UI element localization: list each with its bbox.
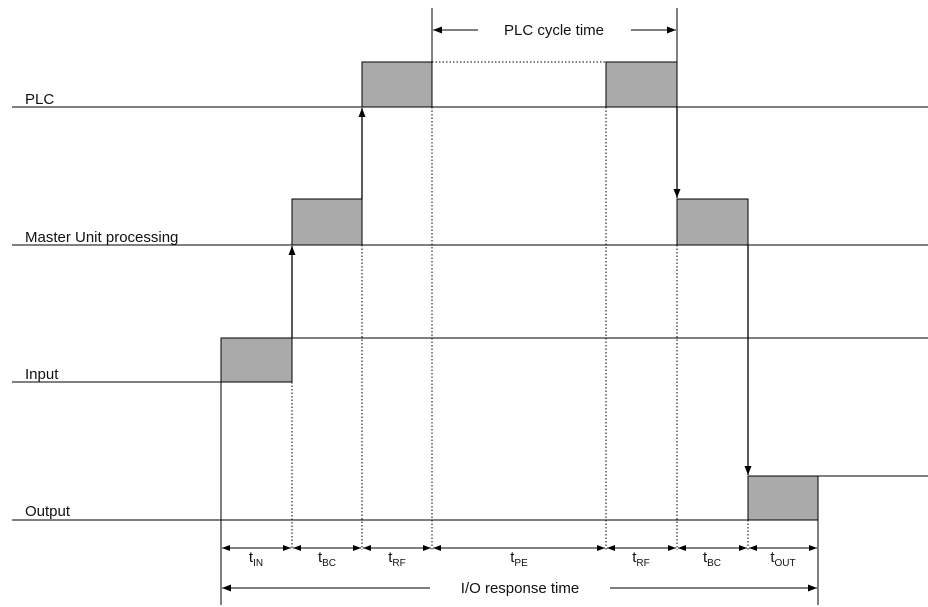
segment-label-t-in: tIN bbox=[248, 549, 264, 569]
row-label-input: Input bbox=[25, 366, 59, 383]
plc-block-1 bbox=[361, 61, 433, 108]
segment-label-t-pe: tPE bbox=[510, 549, 528, 569]
segment-label-t-bc: tBC bbox=[317, 549, 337, 569]
plc-block-2 bbox=[605, 61, 678, 108]
io-response-time-label: I/O response time bbox=[454, 581, 586, 596]
plc-cycle-time-label: PLC cycle time bbox=[497, 23, 611, 38]
row-label-master-unit: Master Unit processing bbox=[25, 229, 179, 246]
segment-label-t-out: tOUT bbox=[770, 549, 796, 569]
row-label-output: Output bbox=[25, 503, 71, 520]
segment-label-t-rf-2: tRF bbox=[632, 549, 650, 569]
segment-label-t-rf: tRF bbox=[388, 549, 406, 569]
master-block-1 bbox=[291, 198, 363, 246]
output-block bbox=[747, 475, 819, 521]
segment-label-t-bc-2: tBC bbox=[702, 549, 722, 569]
master-block-2 bbox=[676, 198, 749, 246]
row-label-plc: PLC bbox=[25, 91, 55, 108]
input-block bbox=[220, 337, 293, 383]
